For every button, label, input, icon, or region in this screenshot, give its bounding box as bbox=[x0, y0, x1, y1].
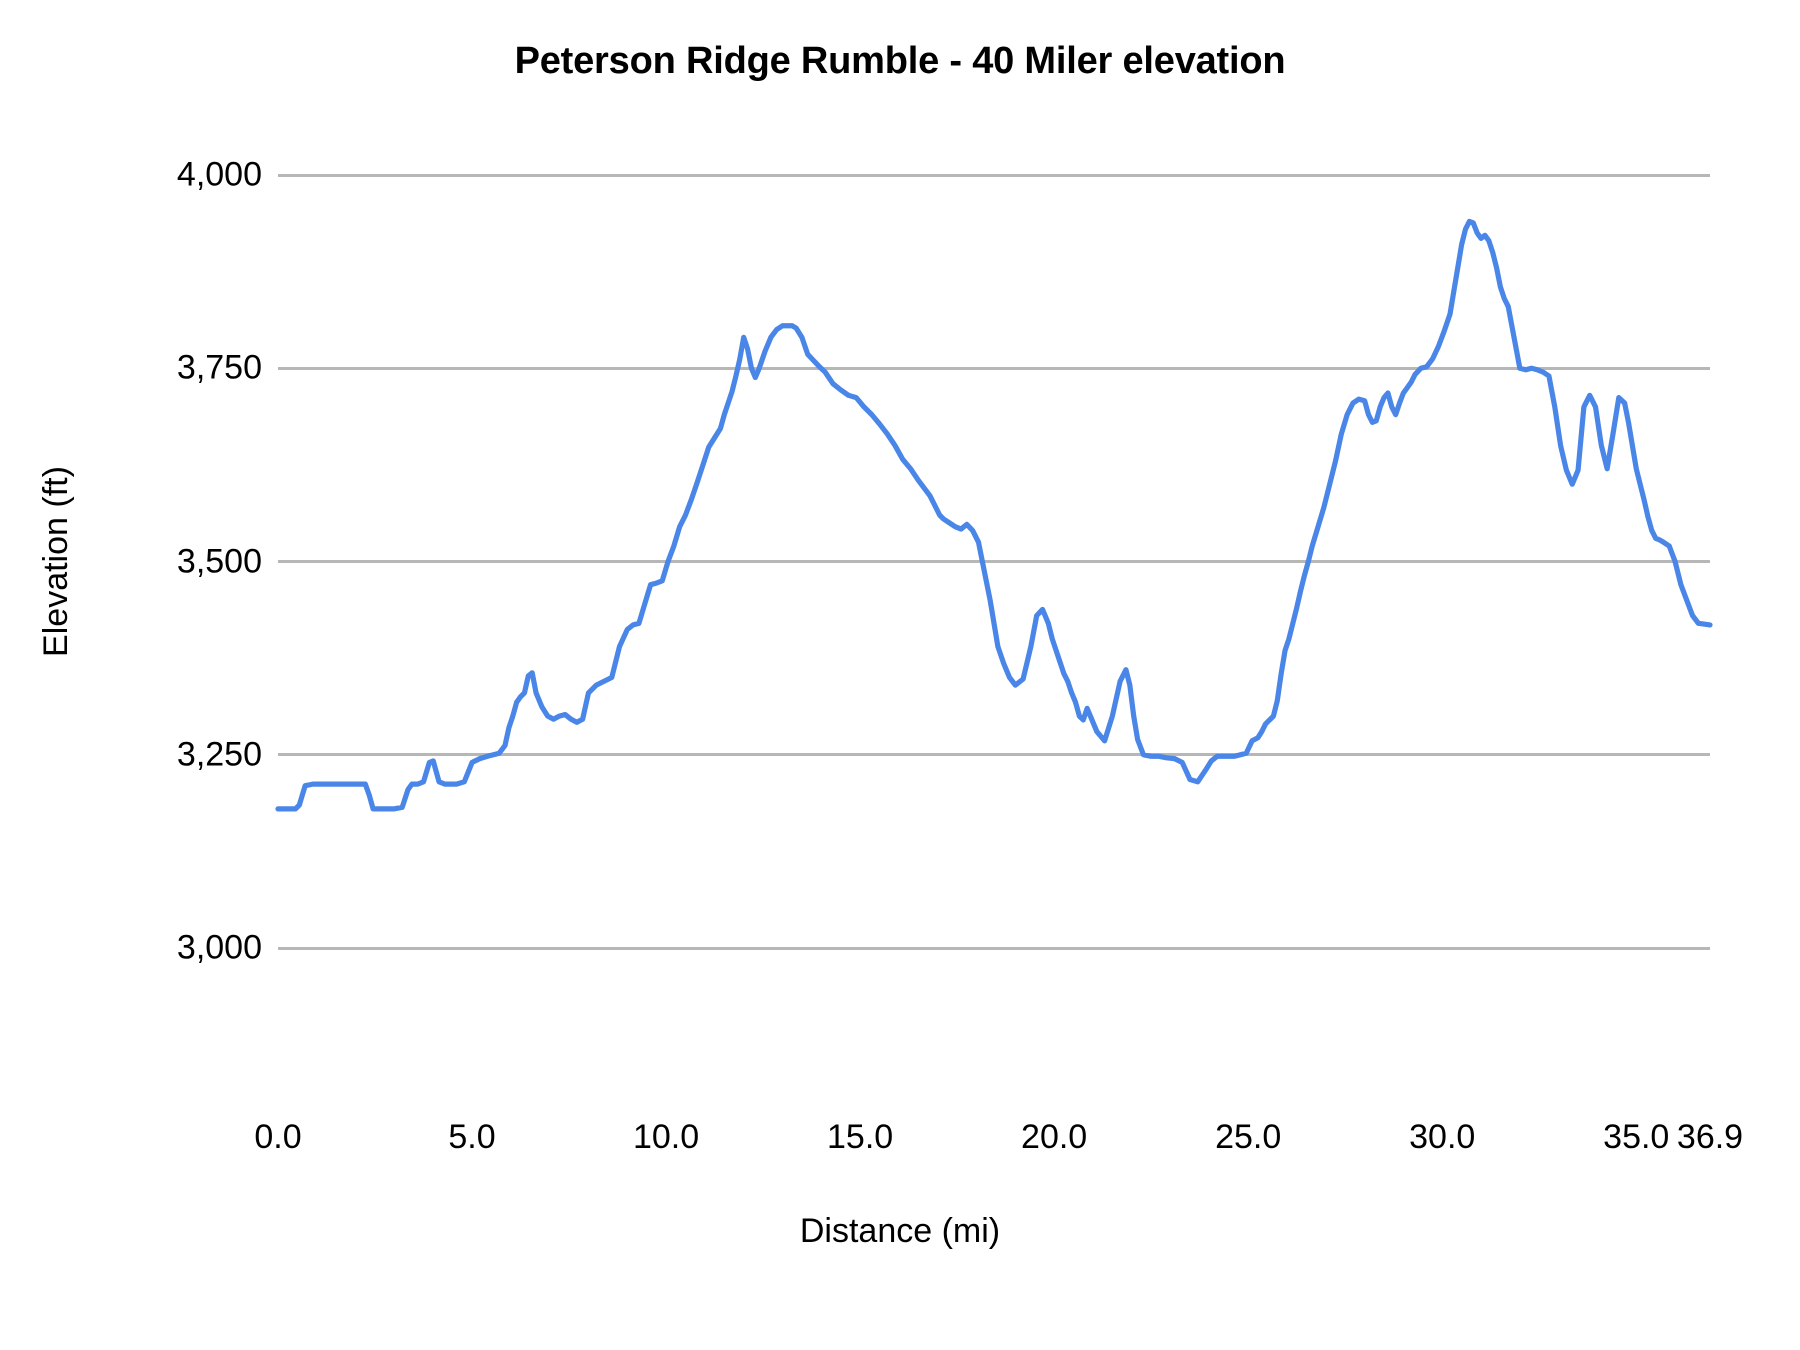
elevation-series-line bbox=[275, 218, 1713, 812]
x-tick-label-5-0: 5.0 bbox=[448, 1118, 496, 1156]
x-axis-title: Distance (mi) bbox=[799, 1212, 1001, 1250]
gridline-3500 bbox=[278, 560, 1710, 563]
series-canvas bbox=[275, 218, 1713, 812]
x-tick-label-15-0: 15.0 bbox=[827, 1118, 894, 1156]
x-tick-label-10-0: 10.0 bbox=[632, 1118, 700, 1156]
x-tick-label-0-0: 0.0 bbox=[254, 1118, 302, 1156]
gridline-3250 bbox=[278, 753, 1710, 757]
x-tick-label-36-9: 36.9 bbox=[1676, 1118, 1744, 1156]
x-tick-label-20-0: 20.0 bbox=[1021, 1118, 1088, 1156]
y-tick-label-3000: 3,000 bbox=[176, 928, 262, 967]
gridline-3750 bbox=[278, 366, 1710, 370]
chart-title: Peterson Ridge Rumble - 40 Miler elevati… bbox=[514, 40, 1286, 82]
gridline-3000 bbox=[278, 946, 1710, 950]
y-tick-label-3750: 3,750 bbox=[176, 348, 262, 387]
y-tick-label-3250: 3,250 bbox=[176, 735, 262, 774]
gridline-4000 bbox=[278, 173, 1710, 177]
y-tick-label-3500: 3,500 bbox=[176, 542, 262, 580]
x-tick-label-30-0: 30.0 bbox=[1409, 1118, 1476, 1156]
x-tick-label-25-0: 25.0 bbox=[1215, 1118, 1282, 1156]
y-axis-title: Elevation (ft) bbox=[28, 175, 84, 948]
y-axis-title-label: Elevation (ft) bbox=[36, 466, 75, 657]
x-tick-label-35-0: 35.0 bbox=[1603, 1118, 1670, 1156]
y-tick-label-4000: 4,000 bbox=[176, 155, 262, 194]
plot-area bbox=[275, 173, 1713, 950]
